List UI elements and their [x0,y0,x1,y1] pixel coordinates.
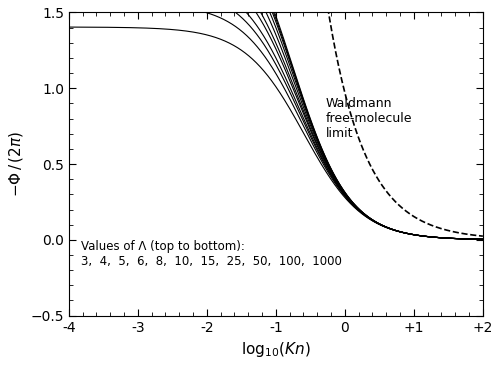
Y-axis label: $-\Phi\,/\,(2\pi)$: $-\Phi\,/\,(2\pi)$ [7,131,25,197]
Text: Waldmann
free-molecule
limit: Waldmann free-molecule limit [326,97,412,140]
Text: Values of Λ (top to bottom):
3,  4,  5,  6,  8,  10,  15,  25,  50,  100,  1000: Values of Λ (top to bottom): 3, 4, 5, 6,… [82,240,342,268]
X-axis label: log$_{10}$($Kn$): log$_{10}$($Kn$) [241,340,310,359]
